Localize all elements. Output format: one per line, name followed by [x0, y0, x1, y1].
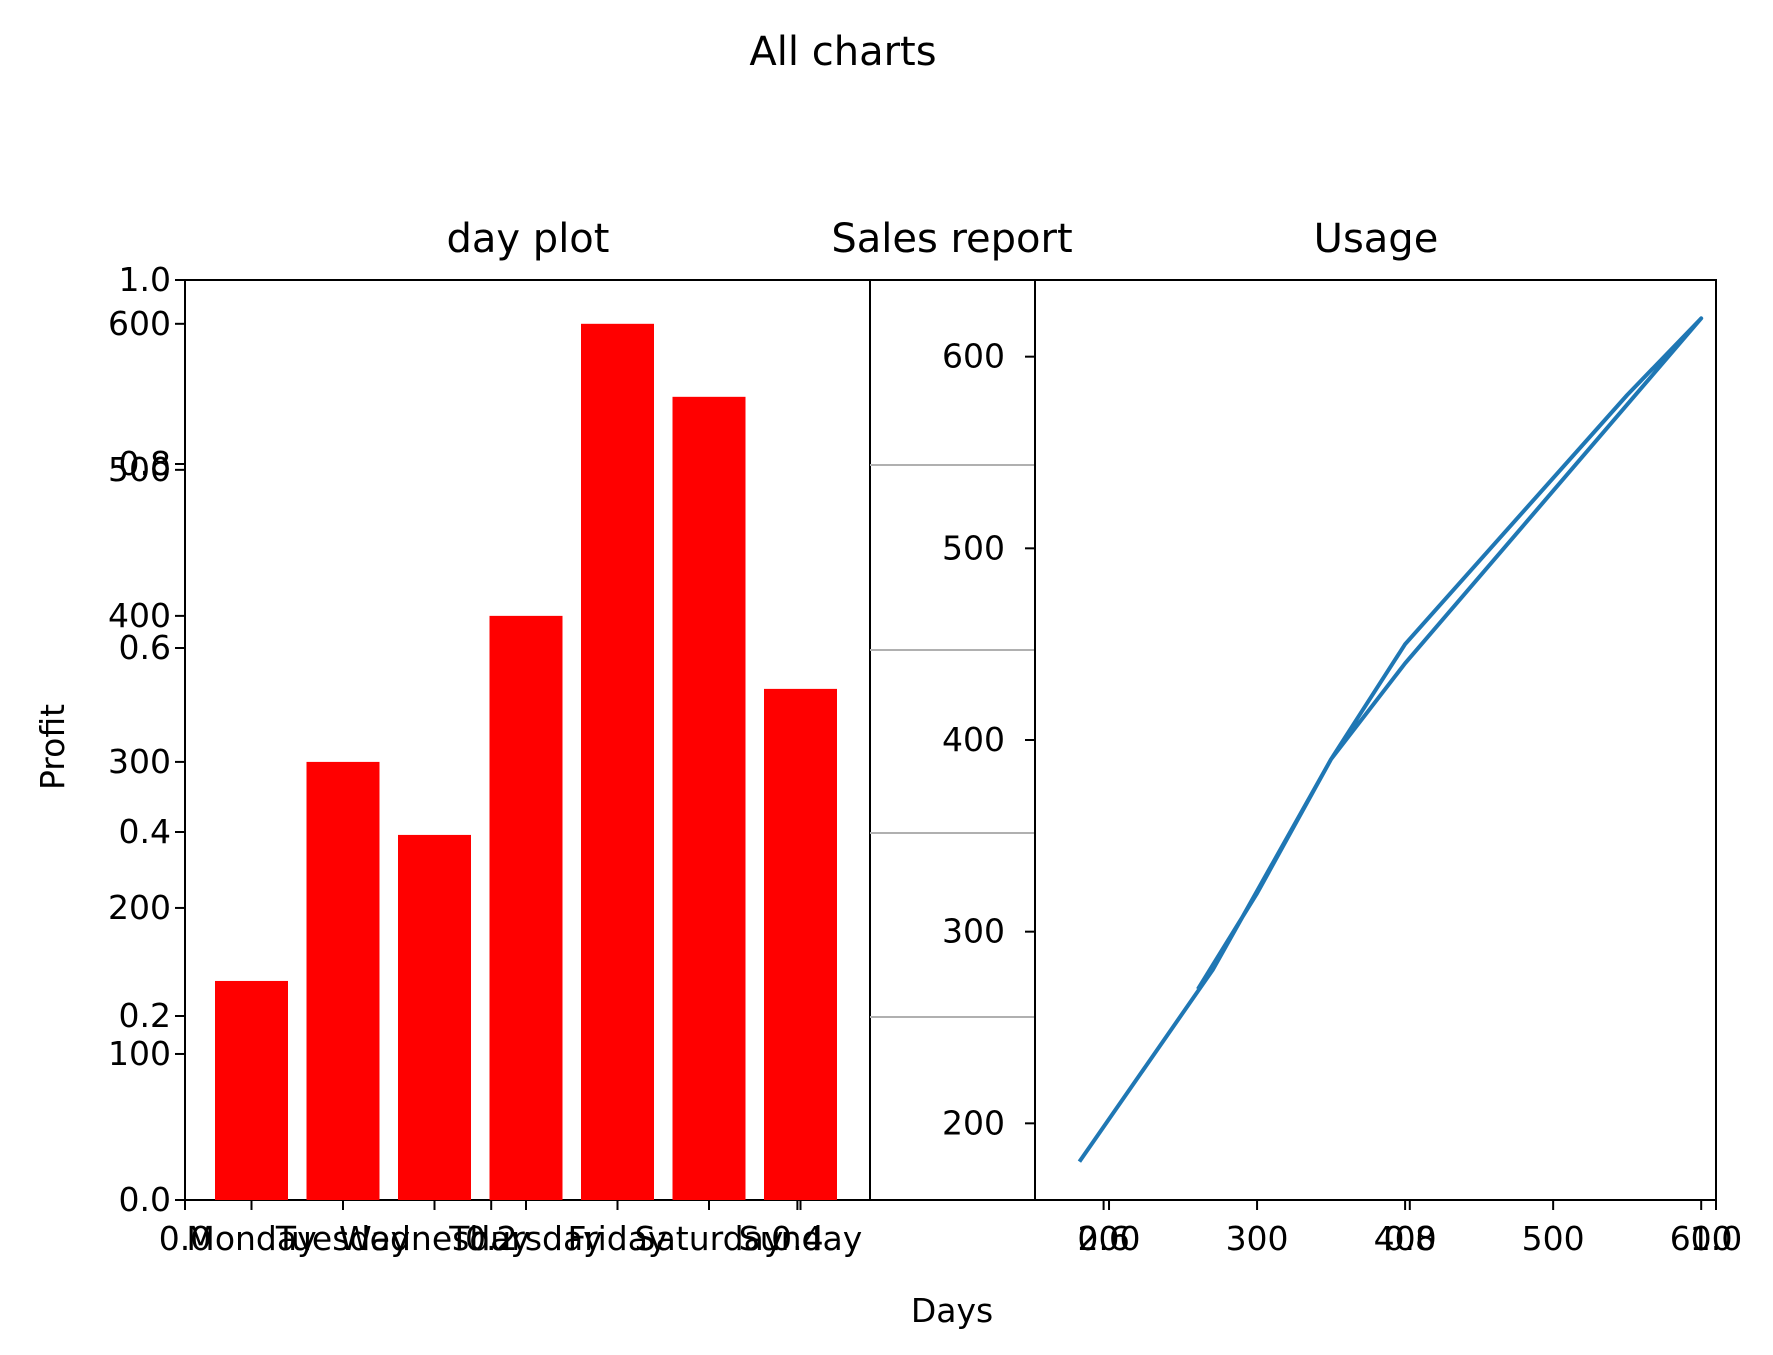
usage-xtick-label: 200 [1078, 1219, 1141, 1258]
usage-series-line [1077, 316, 1704, 1163]
background-ytick-label: 1.0 [119, 260, 171, 299]
background-ytick-label: 0.2 [119, 996, 171, 1035]
usage-ytick-label: 300 [942, 912, 1005, 951]
usage-xtick-label: 300 [1226, 1219, 1289, 1258]
bar-chart-title: day plot [447, 216, 610, 262]
background-xtick-label: 0.0 [159, 1219, 211, 1258]
usage-ytick-label: 600 [942, 337, 1005, 376]
bar-chart-day-plot: day plot Profit 100 200 300 400 500 600 Monday… [33, 216, 871, 1258]
background-ytick-label: 0.4 [119, 812, 171, 851]
usage-chart-title: Usage [1314, 216, 1439, 262]
sales-chart-xlabel: Days [911, 1291, 993, 1330]
bar-xtick-label: Thursday [448, 1219, 602, 1258]
bar [489, 615, 563, 1200]
bar-chart-ylabel: Profit [33, 704, 72, 790]
background-xtick-label: 0.6 [1077, 1219, 1129, 1258]
background-xtick-label: 0.4 [771, 1219, 823, 1258]
background-ytick-label: 0.8 [119, 444, 171, 483]
bar-ytick-label: 200 [108, 888, 171, 927]
usage-ytick-label: 400 [942, 720, 1005, 759]
background-ytick-label: 0.0 [119, 1180, 171, 1219]
usage-xtick-label: 600 [1670, 1219, 1733, 1258]
bar-xtick-label: Sunday [739, 1219, 862, 1258]
bar [581, 323, 654, 1200]
figure-title: All charts [749, 29, 936, 75]
usage-line-chart: Usage 200 300 400 500 600 200 300 400 500 600 [942, 216, 1733, 1258]
bar [306, 761, 380, 1200]
bar [672, 396, 746, 1200]
sales-report-chart: Sales report Days [831, 216, 1072, 1330]
bar-ytick-label: 300 [108, 742, 171, 781]
bar-xtick-label: Monday [186, 1219, 316, 1258]
bar-ytick-label: 400 [108, 596, 171, 635]
bar-xtick-label: Tuesday [275, 1219, 410, 1258]
bar-ytick-label: 100 [108, 1034, 171, 1073]
background-frame [184, 279, 1717, 1201]
usage-ytick-label: 200 [942, 1103, 1005, 1142]
background-xtick-label: 0.8 [1384, 1219, 1436, 1258]
usage-xtick-label: 400 [1374, 1219, 1437, 1258]
sales-chart-title: Sales report [831, 216, 1072, 262]
background-ytick-label: 0.6 [119, 628, 171, 667]
bar-ytick-label: 500 [108, 450, 171, 489]
background-xtick-label: 0.2 [465, 1219, 517, 1258]
bar-xtick-label: Wednesday [339, 1219, 530, 1258]
bar [215, 980, 288, 1200]
bar-xtick-label: Saturday [635, 1219, 784, 1258]
bar [398, 834, 471, 1200]
background-xtick-label: 1.0 [1690, 1219, 1742, 1258]
background-axes: 0.0 0.2 0.4 0.6 0.8 1.0 0.0 0.2 0.4 0.6 0.8 1.0 [119, 260, 1743, 1258]
usage-xtick-label: 500 [1522, 1219, 1585, 1258]
bar-xtick-label: Friday [567, 1219, 667, 1258]
usage-ytick-label: 500 [942, 528, 1005, 567]
bar-ytick-label: 600 [108, 304, 171, 343]
bar [764, 688, 837, 1200]
